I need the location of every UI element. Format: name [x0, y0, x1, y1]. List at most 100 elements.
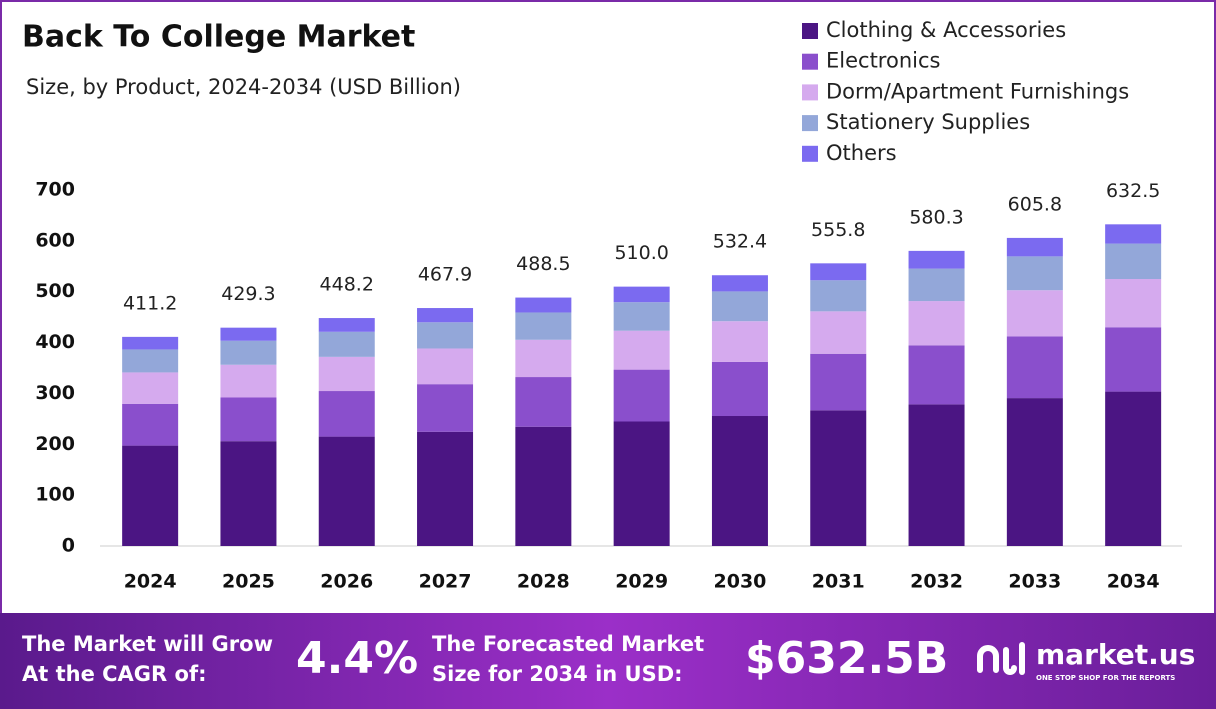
bar-segment	[613, 286, 670, 303]
bar-segment	[515, 297, 572, 313]
bar-segment	[318, 331, 375, 357]
bar-segment	[122, 403, 179, 446]
bar-segment	[122, 336, 179, 350]
bar-segment	[613, 302, 670, 331]
bar-segment	[220, 441, 277, 546]
bar-segment	[613, 330, 670, 370]
bar-segment	[122, 372, 179, 404]
legend-swatch	[802, 145, 818, 162]
total-label: 467.9	[418, 264, 472, 286]
total-label: 580.3	[909, 206, 963, 228]
bar-segment	[220, 327, 277, 341]
total-label: 555.8	[811, 219, 865, 241]
x-tick-label: 2030	[714, 571, 767, 593]
footer-text: The Market will Grow	[22, 632, 273, 656]
bar-segment	[613, 421, 670, 546]
y-tick-label: 200	[35, 433, 75, 455]
brand-logo	[977, 642, 1025, 675]
legend-label: Electronics	[826, 49, 940, 73]
bar-segment	[810, 311, 867, 354]
bar-segment	[417, 308, 474, 323]
bar-segment	[1105, 243, 1162, 279]
y-tick-label: 700	[35, 179, 75, 201]
y-tick-label: 300	[35, 382, 75, 404]
bar-segment	[318, 356, 375, 392]
bar-segment	[1105, 224, 1162, 244]
bar-segment	[1105, 327, 1162, 392]
x-tick-label: 2029	[615, 571, 668, 593]
bar-segment	[220, 397, 277, 442]
cagr-value: 4.4%	[296, 633, 418, 684]
y-tick-label: 500	[35, 280, 75, 302]
footer-text: At the CAGR of:	[22, 662, 207, 686]
tagline: ONE STOP SHOP FOR THE REPORTS	[1036, 674, 1175, 682]
bar-segment	[1105, 391, 1162, 546]
footer-band	[0, 613, 1216, 709]
x-tick-label: 2026	[320, 571, 373, 593]
bar-segment	[1006, 336, 1063, 399]
bar-segment	[711, 361, 768, 417]
total-label: 488.5	[516, 253, 570, 275]
legend-label: Clothing & Accessories	[826, 18, 1066, 42]
bar-segment	[908, 345, 965, 405]
bar-segment	[613, 369, 670, 422]
bar-segment	[122, 349, 179, 373]
bar-segment	[515, 377, 572, 427]
bar-segment	[1006, 237, 1063, 257]
bar-segment	[1006, 256, 1063, 291]
bar-segment	[908, 404, 965, 546]
bar-segment	[515, 339, 572, 378]
bar-segment	[318, 436, 375, 546]
y-tick-label: 400	[35, 331, 75, 353]
legend-label: Others	[826, 141, 897, 165]
x-tick-label: 2032	[910, 571, 963, 593]
total-label: 510.0	[614, 242, 668, 264]
legend-swatch	[802, 53, 818, 70]
bar-segment	[318, 391, 375, 437]
x-tick-label: 2034	[1107, 571, 1160, 593]
bar-segment	[810, 410, 867, 546]
total-label: 632.5	[1106, 180, 1160, 202]
legend-label: Stationery Supplies	[826, 110, 1030, 134]
x-tick-label: 2024	[124, 571, 177, 593]
bar-segment	[318, 318, 375, 332]
bar-segment	[515, 426, 572, 546]
total-label: 429.3	[221, 283, 275, 305]
bar-segment	[515, 312, 572, 340]
y-tick-label: 0	[62, 535, 75, 557]
x-tick-label: 2033	[1008, 571, 1061, 593]
bar-segment	[417, 348, 474, 385]
bar-segment	[711, 275, 768, 292]
bar-segment	[810, 353, 867, 411]
bar-segment	[1006, 290, 1063, 337]
brand: market.us	[1036, 638, 1195, 671]
bar-segment	[908, 250, 965, 269]
bar-segment	[1105, 279, 1162, 328]
legend-swatch	[802, 115, 818, 132]
y-tick-label: 100	[35, 484, 75, 506]
total-label: 448.2	[320, 274, 374, 296]
bar-segment	[711, 416, 768, 546]
total-label: 605.8	[1008, 193, 1062, 215]
x-tick-label: 2031	[812, 571, 865, 593]
bar-segment	[711, 291, 768, 322]
bar-segment	[417, 384, 474, 432]
total-label: 532.4	[713, 231, 767, 253]
bar-segment	[908, 268, 965, 302]
x-tick-label: 2027	[419, 571, 472, 593]
bar-segment	[711, 321, 768, 362]
bar-segment	[417, 431, 474, 546]
bar-segment	[220, 364, 277, 398]
chart-subtitle: Size, by Product, 2024-2034 (USD Billion…	[26, 75, 461, 99]
bar-segment	[417, 322, 474, 349]
bar-segment	[810, 280, 867, 312]
bar-segment	[1006, 398, 1063, 546]
legend-swatch	[802, 84, 818, 101]
footer-text: Size for 2034 in USD:	[432, 662, 683, 686]
total-label: 411.2	[123, 292, 177, 314]
bar-segment	[810, 263, 867, 281]
legend-label: Dorm/Apartment Furnishings	[826, 79, 1129, 103]
chart-title: Back To College Market	[22, 20, 415, 55]
y-tick-label: 600	[35, 229, 75, 251]
